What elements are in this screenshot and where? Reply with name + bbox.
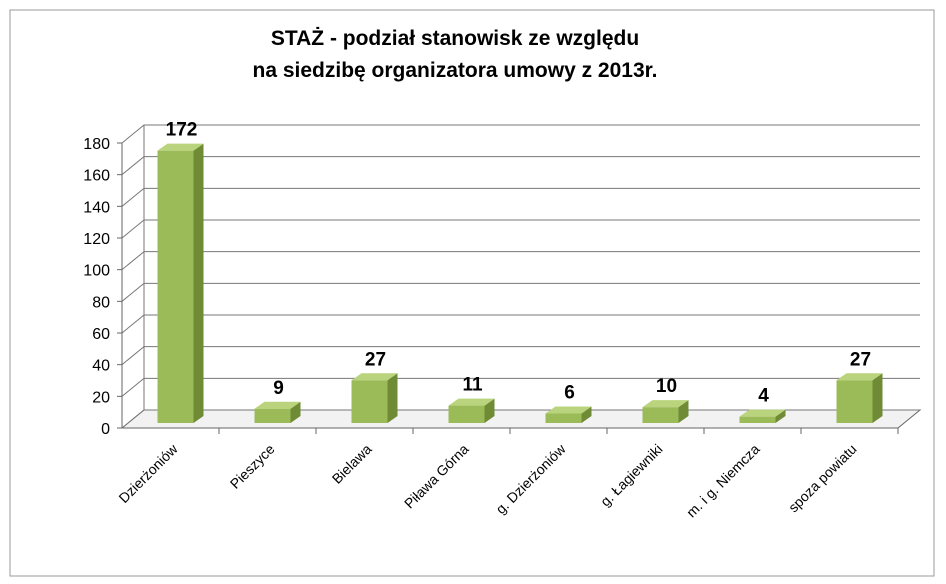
y-tick-label: 80 bbox=[92, 294, 110, 311]
bar-front bbox=[448, 405, 485, 423]
value-label: 11 bbox=[462, 375, 483, 396]
y-tick-label: 120 bbox=[83, 231, 110, 248]
bar bbox=[642, 400, 689, 423]
frame bbox=[9, 9, 935, 577]
y-tick-label: 0 bbox=[101, 421, 110, 438]
bar-front bbox=[545, 413, 582, 423]
bar-side bbox=[872, 373, 883, 423]
bar-top bbox=[351, 373, 398, 381]
bar-side bbox=[484, 398, 495, 423]
bar-top bbox=[157, 143, 204, 151]
y-tick-label: 180 bbox=[83, 136, 110, 153]
bar-front bbox=[254, 408, 291, 423]
bar-top bbox=[448, 398, 495, 406]
bar bbox=[351, 373, 398, 423]
value-label: 9 bbox=[273, 378, 284, 399]
bar-side bbox=[581, 406, 592, 423]
bar-front bbox=[157, 150, 194, 423]
bar bbox=[254, 401, 301, 423]
floor bbox=[120, 409, 922, 429]
y-tick-label: 140 bbox=[83, 199, 110, 216]
value-label: 4 bbox=[758, 386, 769, 407]
chart-title: STAŻ - podział stanowisk ze względu bbox=[271, 27, 639, 50]
bar-side bbox=[387, 373, 398, 423]
y-tick-label: 20 bbox=[92, 389, 110, 406]
bar-front bbox=[642, 407, 679, 423]
value-label: 172 bbox=[166, 120, 198, 141]
bar-top bbox=[739, 409, 786, 417]
value-label: 6 bbox=[564, 383, 575, 404]
bar-front bbox=[351, 380, 388, 423]
chart-title: na siedzibę organizatora umowy z 2013r. bbox=[253, 59, 658, 82]
bar-side bbox=[678, 400, 689, 423]
bar-front bbox=[739, 416, 776, 423]
y-tick-label: 60 bbox=[92, 326, 110, 343]
bar-side bbox=[193, 143, 204, 423]
value-label: 27 bbox=[850, 349, 871, 370]
bar bbox=[836, 373, 883, 423]
value-label: 10 bbox=[656, 376, 677, 397]
y-tick-label: 40 bbox=[92, 358, 110, 375]
bar-side bbox=[290, 401, 301, 423]
bar bbox=[739, 409, 786, 423]
bar bbox=[545, 406, 592, 423]
bar-front bbox=[836, 380, 873, 423]
y-tick-label: 100 bbox=[83, 263, 110, 280]
y-tick-label: 160 bbox=[83, 168, 110, 185]
bar-top bbox=[254, 401, 301, 409]
bar bbox=[157, 143, 204, 423]
bar bbox=[448, 398, 495, 423]
bar-top bbox=[642, 400, 689, 408]
bar-top bbox=[836, 373, 883, 381]
value-label: 27 bbox=[365, 349, 386, 370]
bar-side bbox=[775, 409, 786, 423]
bar-top bbox=[545, 406, 592, 414]
